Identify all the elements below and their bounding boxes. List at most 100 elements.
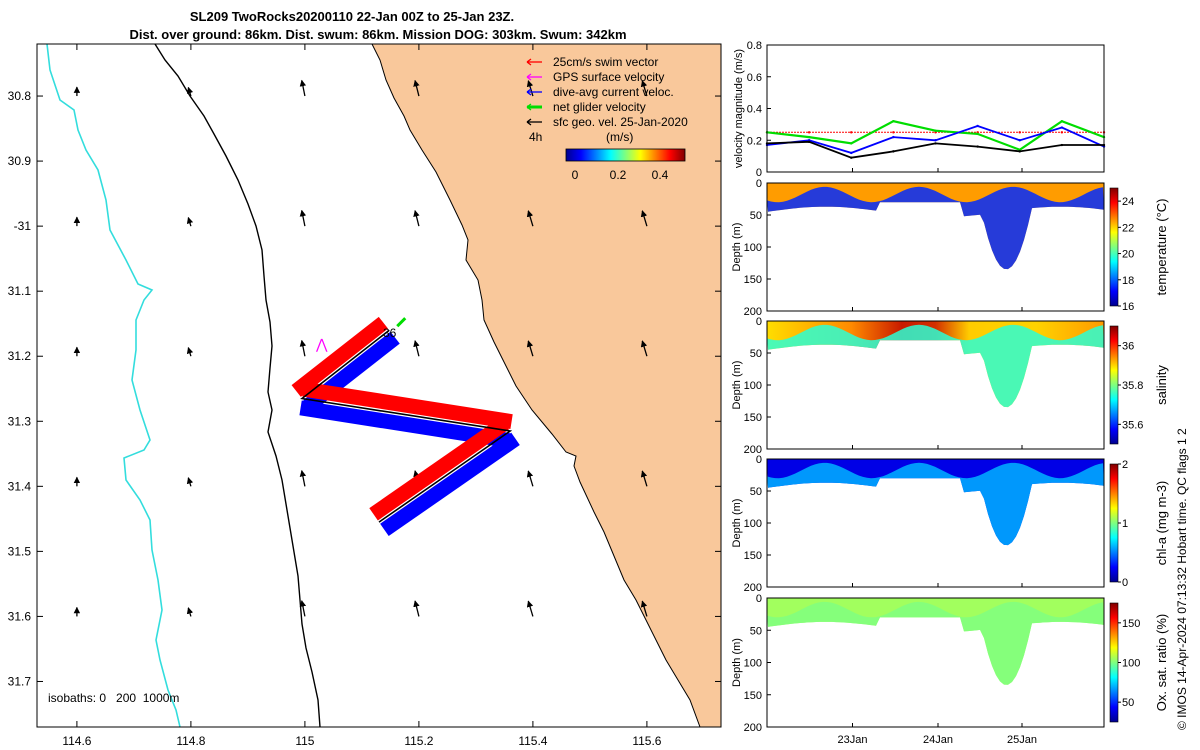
- section-colorbar-label: Ox. sat. ratio (%): [1154, 614, 1169, 712]
- velocity-point: [1060, 126, 1064, 129]
- section-y-tick-label: 100: [744, 658, 762, 670]
- section-y-tick-label: 100: [744, 380, 762, 392]
- velocity-point: [976, 145, 979, 148]
- section-y-tick-label: 100: [744, 518, 762, 530]
- velocity-arrow: [640, 470, 648, 487]
- section-lower-layer: [767, 601, 1104, 685]
- net-velocity-segment: [396, 317, 407, 328]
- velocity-arrow: [640, 340, 648, 357]
- legend-label: dive-avg current veloc.: [553, 85, 674, 99]
- colorbar-tick-label: 35.8: [1122, 380, 1143, 392]
- section-y-label: Depth (m): [731, 223, 743, 272]
- velocity-point: [1060, 120, 1064, 123]
- section-colorbar: [1109, 602, 1119, 723]
- velocity-y-tick-label: 0.6: [747, 72, 762, 84]
- section-y-tick-label: 150: [744, 690, 762, 702]
- gps-velocity-marker: ⋀: [315, 336, 328, 352]
- velocity-y-tick-label: 0: [756, 167, 762, 179]
- map-colorbar: [565, 148, 686, 162]
- velocity-arrow: [299, 339, 307, 357]
- colorbar-tick-label: 35.6: [1122, 419, 1143, 431]
- velocity-arrow: [526, 600, 534, 617]
- section-y-tick-label: 50: [750, 486, 762, 498]
- section-y-tick-label: 100: [744, 242, 762, 254]
- glider-track: [291, 316, 520, 537]
- map-y-tick-label: 31.3: [8, 414, 32, 428]
- section-lower-layer: [767, 462, 1104, 546]
- colorbar-tick-label: 18: [1122, 275, 1134, 287]
- velocity-arrow: [299, 600, 307, 617]
- surface-geo-velocity-arrows: [73, 79, 648, 617]
- credit-text: © IMOS 14-Apr-2024 07:13:32 Hobart time.…: [1175, 428, 1189, 730]
- velocity-point: [892, 131, 895, 134]
- section-y-tick-label: 150: [744, 550, 762, 562]
- map-y-axis: 30.8 30.9 -31 31.1 31.2 31.3 31.4 31.5 31.6 31.7: [8, 89, 721, 688]
- map-y-tick-label: 30.8: [8, 89, 32, 103]
- velocity-y-tick-label: 0.4: [747, 104, 762, 116]
- velocity-arrow: [526, 80, 534, 97]
- date-tick-label: 23Jan: [838, 734, 868, 746]
- isobath-200m: [154, 44, 321, 727]
- isobath-label: isobaths: 0 200 1000m: [48, 691, 179, 705]
- velocity-point: [850, 142, 853, 145]
- section-y-label: Depth (m): [731, 499, 743, 548]
- map-x-tick-label: 115.6: [632, 734, 661, 748]
- date-tick-label: 24Jan: [923, 734, 953, 746]
- velocity-arrow: [526, 470, 534, 487]
- swim-vector-band: [302, 381, 513, 430]
- map-x-tick-label: 115.4: [518, 734, 547, 748]
- section-y-tick-label: 50: [750, 210, 762, 222]
- colorbar-tick-label: 1: [1122, 518, 1128, 530]
- colorbar-tick-label: 20: [1122, 249, 1134, 261]
- legend-label: net glider velocity: [553, 100, 646, 114]
- legend-arrowhead: [526, 88, 532, 96]
- velocity-point: [976, 124, 979, 128]
- land-area: [372, 44, 721, 727]
- legend-arrowhead: [526, 73, 532, 81]
- velocity-point: [934, 129, 937, 132]
- map-y-tick-label: 30.9: [8, 154, 32, 168]
- colorbar-tick-label: 2: [1122, 459, 1128, 471]
- velocity-arrow: [186, 86, 194, 97]
- section-colorbar: [1109, 463, 1119, 583]
- velocity-point: [934, 142, 937, 145]
- map-y-tick-label: -31: [14, 219, 32, 233]
- velocity-arrow: [413, 600, 420, 617]
- map-x-axis: 114.6 114.8 115 115.2 115.4 115.6: [62, 44, 662, 748]
- isobath-1000m: [46, 44, 181, 727]
- map-y-tick-label: 31.5: [8, 544, 32, 558]
- colorbar-tick-label: 50: [1122, 697, 1134, 709]
- velocity-arrow: [640, 600, 648, 617]
- section-y-tick-label: 150: [744, 274, 762, 286]
- velocity-arrow: [413, 340, 420, 357]
- velocity-point: [1018, 139, 1021, 142]
- velocity-arrow: [186, 477, 194, 487]
- velocity-point: [850, 151, 853, 155]
- velocity-point: [934, 139, 937, 142]
- section-y-tick-label: 200: [744, 722, 762, 734]
- velocity-point: [850, 156, 853, 159]
- figure-title-line2: Dist. over ground: 86km. Dist. swum: 86k…: [129, 27, 626, 42]
- velocity-panel-bg: [767, 45, 1104, 172]
- legend-arrowhead: [526, 118, 532, 126]
- section-colorbar: [1109, 187, 1119, 307]
- legend-label: 25cm/s swim vector: [553, 55, 658, 69]
- velocity-point: [892, 120, 895, 123]
- map-y-tick-label: 31.6: [8, 609, 32, 623]
- colorbar-tick-label: 36: [1122, 341, 1134, 353]
- map-colorbar-tick-2: 0.4: [652, 168, 669, 182]
- velocity-point: [850, 131, 853, 134]
- glider-number-label: 36: [383, 326, 397, 340]
- velocity-arrow: [186, 346, 194, 357]
- map-x-tick-label: 114.8: [176, 734, 205, 748]
- velocity-arrow: [413, 79, 420, 97]
- velocity-y-tick-label: 0.8: [747, 40, 762, 52]
- velocity-point: [807, 135, 811, 139]
- velocity-point: [1060, 143, 1064, 147]
- swim-vector-band: [369, 417, 509, 521]
- section-y-tick-label: 0: [756, 454, 762, 466]
- velocity-point: [807, 140, 811, 144]
